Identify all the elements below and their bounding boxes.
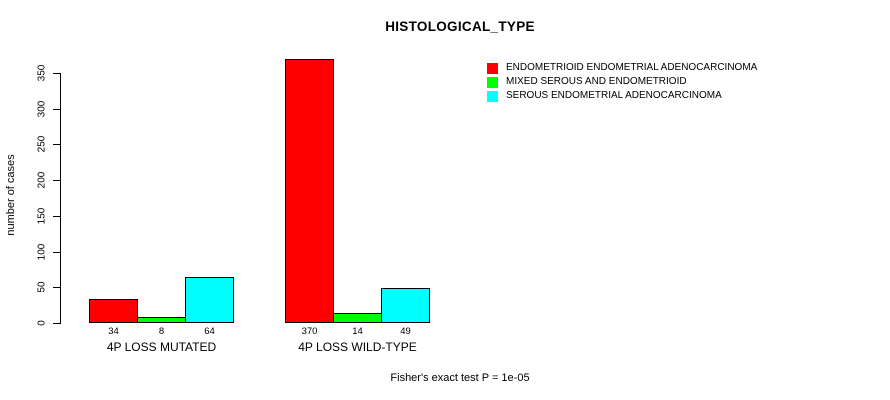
y-tick-label: 200 bbox=[36, 171, 48, 189]
footnote-text: Fisher's exact test P = 1e-05 bbox=[390, 372, 530, 384]
y-tick-label: 350 bbox=[36, 64, 48, 82]
x-group-label: 4P LOSS MUTATED bbox=[106, 340, 217, 354]
legend-label: SEROUS ENDOMETRIAL ADENOCARCINOMA bbox=[506, 90, 722, 101]
y-axis-line bbox=[60, 73, 61, 324]
bar bbox=[185, 277, 234, 323]
x-group-label: 4P LOSS WILD-TYPE bbox=[298, 340, 417, 354]
y-tick-label: 150 bbox=[36, 207, 48, 225]
bar bbox=[137, 317, 186, 323]
y-tick bbox=[53, 216, 60, 217]
y-tick-label: 300 bbox=[36, 100, 48, 118]
y-tick-label: 250 bbox=[36, 135, 48, 153]
bar-value-label: 370 bbox=[301, 326, 318, 337]
y-tick bbox=[53, 109, 60, 110]
y-tick bbox=[53, 287, 60, 288]
bar bbox=[285, 59, 334, 323]
legend-label: ENDOMETRIOID ENDOMETRIAL ADENOCARCINOMA bbox=[506, 62, 758, 73]
y-tick-label: 100 bbox=[36, 243, 48, 261]
y-tick-label: 50 bbox=[36, 281, 48, 293]
y-tick bbox=[53, 144, 60, 145]
bar bbox=[333, 313, 382, 323]
y-axis-label: number of cases bbox=[5, 154, 17, 236]
bar-value-label: 49 bbox=[400, 326, 411, 337]
legend-swatch bbox=[487, 77, 498, 88]
y-tick bbox=[53, 323, 60, 324]
y-tick bbox=[53, 180, 60, 181]
y-tick bbox=[53, 73, 60, 74]
bar bbox=[381, 288, 430, 323]
legend-label: MIXED SEROUS AND ENDOMETRIOID bbox=[506, 76, 687, 87]
bar-value-label: 64 bbox=[204, 326, 215, 337]
chart-title: HISTOLOGICAL_TYPE bbox=[385, 19, 535, 34]
y-tick-label: 0 bbox=[36, 320, 48, 326]
bar-value-label: 14 bbox=[352, 326, 363, 337]
bar bbox=[89, 299, 138, 323]
legend-swatch bbox=[487, 91, 498, 102]
y-tick bbox=[53, 252, 60, 253]
legend-swatch bbox=[487, 63, 498, 74]
bar-value-label: 34 bbox=[108, 326, 119, 337]
bar-value-label: 8 bbox=[158, 326, 165, 337]
